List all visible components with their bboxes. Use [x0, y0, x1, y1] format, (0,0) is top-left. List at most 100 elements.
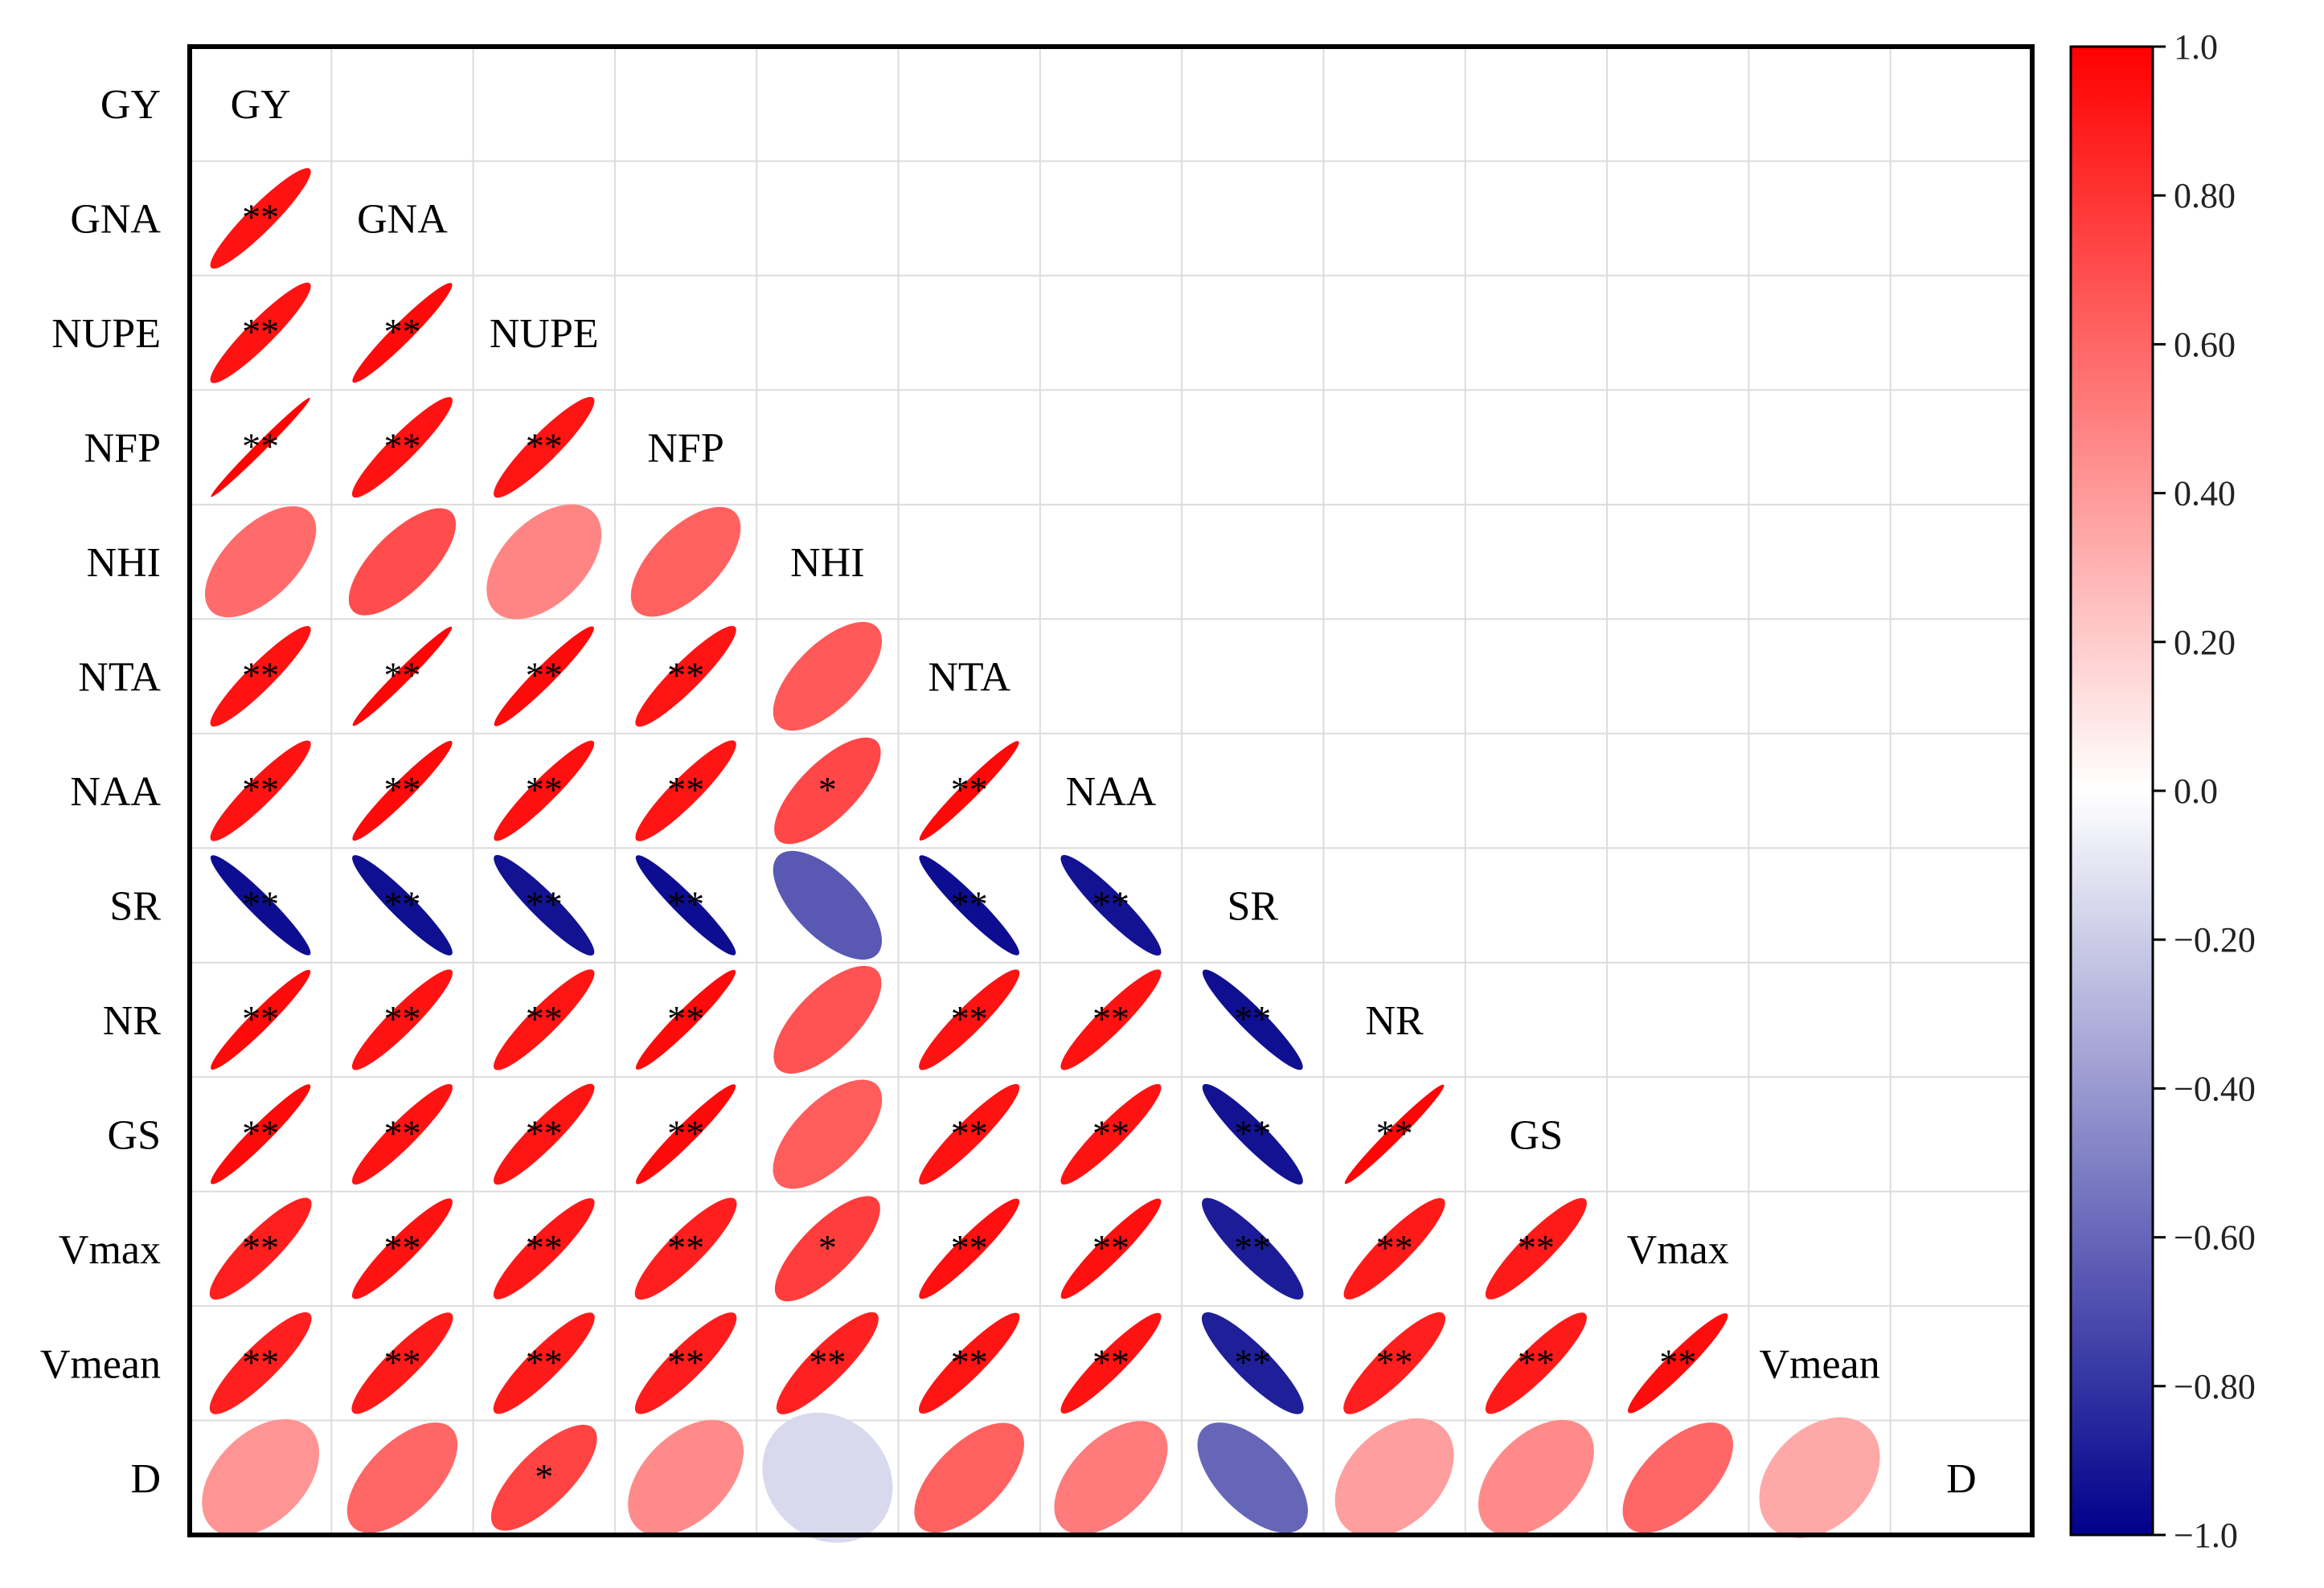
cell-vmean-sr: [1201, 1312, 1304, 1414]
cell-nfp-gna: [351, 397, 453, 498]
row-label-vmean: Vmean: [40, 1341, 161, 1387]
cell-vmax-sr: [1202, 1197, 1304, 1300]
cell-gs-gy: [211, 1084, 311, 1185]
cell-sr-nupe: [494, 854, 595, 956]
cell-vmean-naa: [1060, 1312, 1162, 1414]
cell-gs-sr: [1202, 1083, 1303, 1185]
row-label-gy: GY: [100, 82, 161, 128]
significance-nr-sr: **: [1234, 998, 1271, 1039]
diagonal-label-vmean: Vmean: [1759, 1341, 1879, 1387]
cell-nr-nfp: [636, 969, 736, 1070]
colorbar-tick-label: 0.40: [2174, 474, 2236, 514]
significance-naa-nta: **: [951, 769, 988, 810]
cell-vmean-nfp: [634, 1312, 737, 1414]
diagonal-label-naa: NAA: [1066, 769, 1157, 815]
significance-vmean-gs: **: [1518, 1341, 1555, 1382]
significance-nfp-gy: **: [242, 426, 279, 467]
cell-nr-gna: [351, 969, 453, 1070]
significance-sr-naa: **: [1092, 883, 1129, 924]
cell-nhi-gy: [205, 505, 317, 618]
cell-nta-nhi: [773, 621, 883, 731]
significance-nta-nfp: **: [667, 655, 704, 696]
significance-vmax-nta: **: [951, 1227, 988, 1268]
cell-vmax-nhi: [774, 1196, 880, 1302]
cell-d-vmax: [1622, 1422, 1733, 1533]
cell-layer: **** **** ** **** ** ** **** ** ** ** * **** ** ** ** *…: [202, 168, 1880, 1543]
cell-nfp-gy: [211, 398, 310, 497]
cell-gna-gy: [210, 168, 311, 269]
cell-d-sr: [1197, 1422, 1309, 1533]
row-label-naa: NAA: [70, 769, 161, 815]
significance-vmean-gna: **: [383, 1341, 420, 1382]
cell-nupe-gy: [210, 282, 311, 383]
cell-vmean-vmax: [1627, 1313, 1728, 1414]
cell-sr-naa: [1060, 854, 1162, 956]
cell-d-gy: [202, 1418, 320, 1537]
cell-d-naa: [1054, 1421, 1168, 1535]
colorbar-tick-label: −1.0: [2174, 1516, 2238, 1555]
cell-sr-nfp: [635, 855, 736, 956]
cell-nta-nupe: [494, 626, 594, 726]
colorbar-tick-label: 0.20: [2174, 623, 2236, 662]
diagonal-label-gna: GNA: [357, 197, 448, 243]
significance-nta-gy: **: [242, 655, 279, 696]
cell-naa-gna: [352, 740, 453, 841]
cell-nr-naa: [1060, 969, 1162, 1070]
significance-vmean-nr: **: [1376, 1341, 1413, 1382]
significance-sr-nta: **: [951, 883, 988, 924]
row-label-nta: NTA: [78, 655, 161, 701]
significance-sr-gna: **: [383, 883, 420, 924]
colorbar-tick-label: 0.0: [2174, 771, 2218, 811]
significance-naa-gna: **: [383, 769, 420, 810]
significance-vmean-sr: **: [1234, 1341, 1271, 1382]
significance-nupe-gna: **: [383, 311, 420, 352]
significance-nr-nupe: **: [526, 998, 563, 1039]
cell-naa-nhi: [774, 737, 881, 845]
cell-vmean-gy: [209, 1312, 312, 1414]
colorbar-tick-label: 0.60: [2174, 325, 2236, 364]
cell-vmax-nta: [919, 1198, 1020, 1299]
significance-gs-nupe: **: [526, 1112, 563, 1153]
significance-vmean-vmax: **: [1659, 1341, 1696, 1382]
significance-vmax-nupe: **: [526, 1227, 563, 1268]
significance-nupe-gy: **: [242, 311, 279, 352]
cell-vmax-naa: [1060, 1198, 1162, 1299]
colorbar-tick-label: −0.60: [2174, 1218, 2256, 1258]
cell-nupe-gna: [352, 283, 453, 383]
significance-vmean-nupe: **: [526, 1341, 563, 1382]
cell-nr-nhi: [773, 965, 882, 1074]
cell-d-nhi: [762, 1412, 893, 1543]
row-label-gna: GNA: [70, 197, 161, 243]
cell-nfp-nupe: [494, 396, 595, 498]
significance-vmax-gy: **: [242, 1227, 279, 1268]
significance-vmean-naa: **: [1092, 1341, 1129, 1382]
cell-vmax-gs: [1485, 1197, 1587, 1299]
significance-d-nupe: *: [535, 1456, 553, 1497]
significance-nfp-gna: **: [383, 426, 420, 467]
cell-gs-nfp: [636, 1084, 736, 1185]
significance-vmean-gy: **: [242, 1341, 279, 1382]
grid-layer: [190, 47, 2032, 1535]
colorbar-tick-label: −0.40: [2174, 1069, 2256, 1108]
cell-gs-gna: [351, 1083, 453, 1185]
cell-gs-naa: [1060, 1083, 1162, 1185]
significance-gs-gna: **: [383, 1112, 420, 1153]
cell-vmax-gy: [209, 1197, 312, 1300]
significance-vmax-naa: **: [1092, 1227, 1129, 1268]
significance-vmax-nhi: *: [818, 1227, 837, 1268]
diagonal-label-vmax: Vmax: [1627, 1227, 1729, 1273]
cell-vmax-nfp: [634, 1197, 737, 1300]
cell-sr-nhi: [773, 850, 883, 960]
cell-naa-nupe: [494, 740, 595, 841]
cell-d-nupe: [490, 1424, 597, 1531]
cell-d-nr: [1334, 1418, 1454, 1537]
cell-vmax-nupe: [493, 1197, 595, 1299]
row-label-nfp: NFP: [84, 426, 161, 472]
significance-naa-nhi: *: [818, 769, 837, 810]
colorbar-gradient: [2069, 45, 2154, 1537]
significance-nta-nupe: **: [526, 655, 563, 696]
cell-nhi-nfp: [630, 506, 741, 617]
row-label-nupe: NUPE: [51, 311, 161, 357]
cell-naa-nfp: [635, 740, 736, 841]
